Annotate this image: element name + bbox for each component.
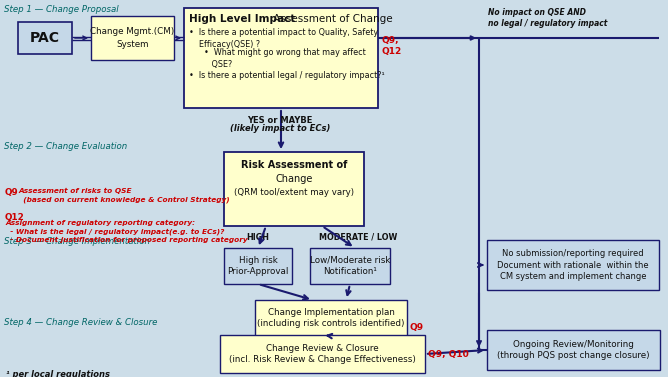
Text: MODERATE / LOW: MODERATE / LOW [319, 233, 397, 242]
Text: Step 2 — Change Evaluation: Step 2 — Change Evaluation [4, 142, 127, 151]
Text: (QRM tool/extent may vary): (QRM tool/extent may vary) [234, 188, 354, 197]
Text: High risk
Prior-Approval: High risk Prior-Approval [227, 256, 289, 276]
FancyBboxPatch shape [487, 240, 659, 290]
FancyBboxPatch shape [310, 248, 390, 284]
Text: Step 1 — Change Proposal: Step 1 — Change Proposal [4, 5, 119, 14]
Text: Change Mgmt.(CM)
System: Change Mgmt.(CM) System [90, 27, 174, 49]
Text: Q9: Q9 [5, 188, 19, 197]
Text: Assignment of regulatory reporting category:
  - What is the legal / regulatory : Assignment of regulatory reporting categ… [5, 220, 248, 243]
FancyBboxPatch shape [255, 300, 407, 336]
FancyBboxPatch shape [220, 335, 425, 373]
Text: Q9, Q10: Q9, Q10 [428, 349, 469, 359]
Text: Q9,
Q12: Q9, Q12 [381, 36, 401, 56]
FancyBboxPatch shape [224, 248, 292, 284]
Text: PAC: PAC [30, 31, 60, 45]
Text: Low/Moderate risk
Notification¹: Low/Moderate risk Notification¹ [310, 256, 390, 276]
Text: No impact on QSE AND
no legal / regulatory impact: No impact on QSE AND no legal / regulato… [488, 8, 607, 28]
Text: •  Is there a potential impact to Quality, Safety
    Efficacy(QSE) ?: • Is there a potential impact to Quality… [189, 28, 378, 49]
Text: Ongoing Review/Monitoring
(through PQS post change closure): Ongoing Review/Monitoring (through PQS p… [497, 340, 650, 360]
Text: HIGH: HIGH [246, 233, 269, 242]
FancyBboxPatch shape [487, 330, 660, 370]
FancyBboxPatch shape [224, 152, 364, 226]
Text: No submission/reporting required
Document with rationale  within the
CM system a: No submission/reporting required Documen… [497, 249, 649, 281]
Text: Step 3 — Change Implementation: Step 3 — Change Implementation [4, 237, 150, 246]
Text: •  Is there a potential legal / regulatory impact?¹: • Is there a potential legal / regulator… [189, 71, 385, 80]
Text: ¹ per local regulations: ¹ per local regulations [6, 370, 110, 377]
Text: Q12: Q12 [5, 213, 25, 222]
Text: •  What might go wrong that may affect
         QSE?: • What might go wrong that may affect QS… [189, 48, 366, 69]
FancyBboxPatch shape [184, 8, 378, 108]
Text: Risk Assessment of: Risk Assessment of [240, 160, 347, 170]
Text: Change Review & Closure
(incl. Risk Review & Change Effectiveness): Change Review & Closure (incl. Risk Revi… [229, 343, 416, 365]
Text: Change Implementation plan
(including risk controls identified): Change Implementation plan (including ri… [257, 308, 405, 328]
Text: Step 4 — Change Review & Closure: Step 4 — Change Review & Closure [4, 318, 158, 327]
FancyBboxPatch shape [91, 16, 174, 60]
Text: High Level Impact: High Level Impact [189, 14, 295, 24]
Text: Assessment of Change: Assessment of Change [270, 14, 393, 24]
Text: (likely impact to ECs): (likely impact to ECs) [230, 124, 330, 133]
FancyBboxPatch shape [18, 22, 72, 54]
Text: Change: Change [275, 174, 313, 184]
Text: Q9: Q9 [409, 323, 423, 332]
Text: YES or MAYBE: YES or MAYBE [247, 116, 313, 125]
Text: Assessment of risks to QSE
  (based on current knowledge & Control Strategy): Assessment of risks to QSE (based on cur… [18, 188, 230, 203]
